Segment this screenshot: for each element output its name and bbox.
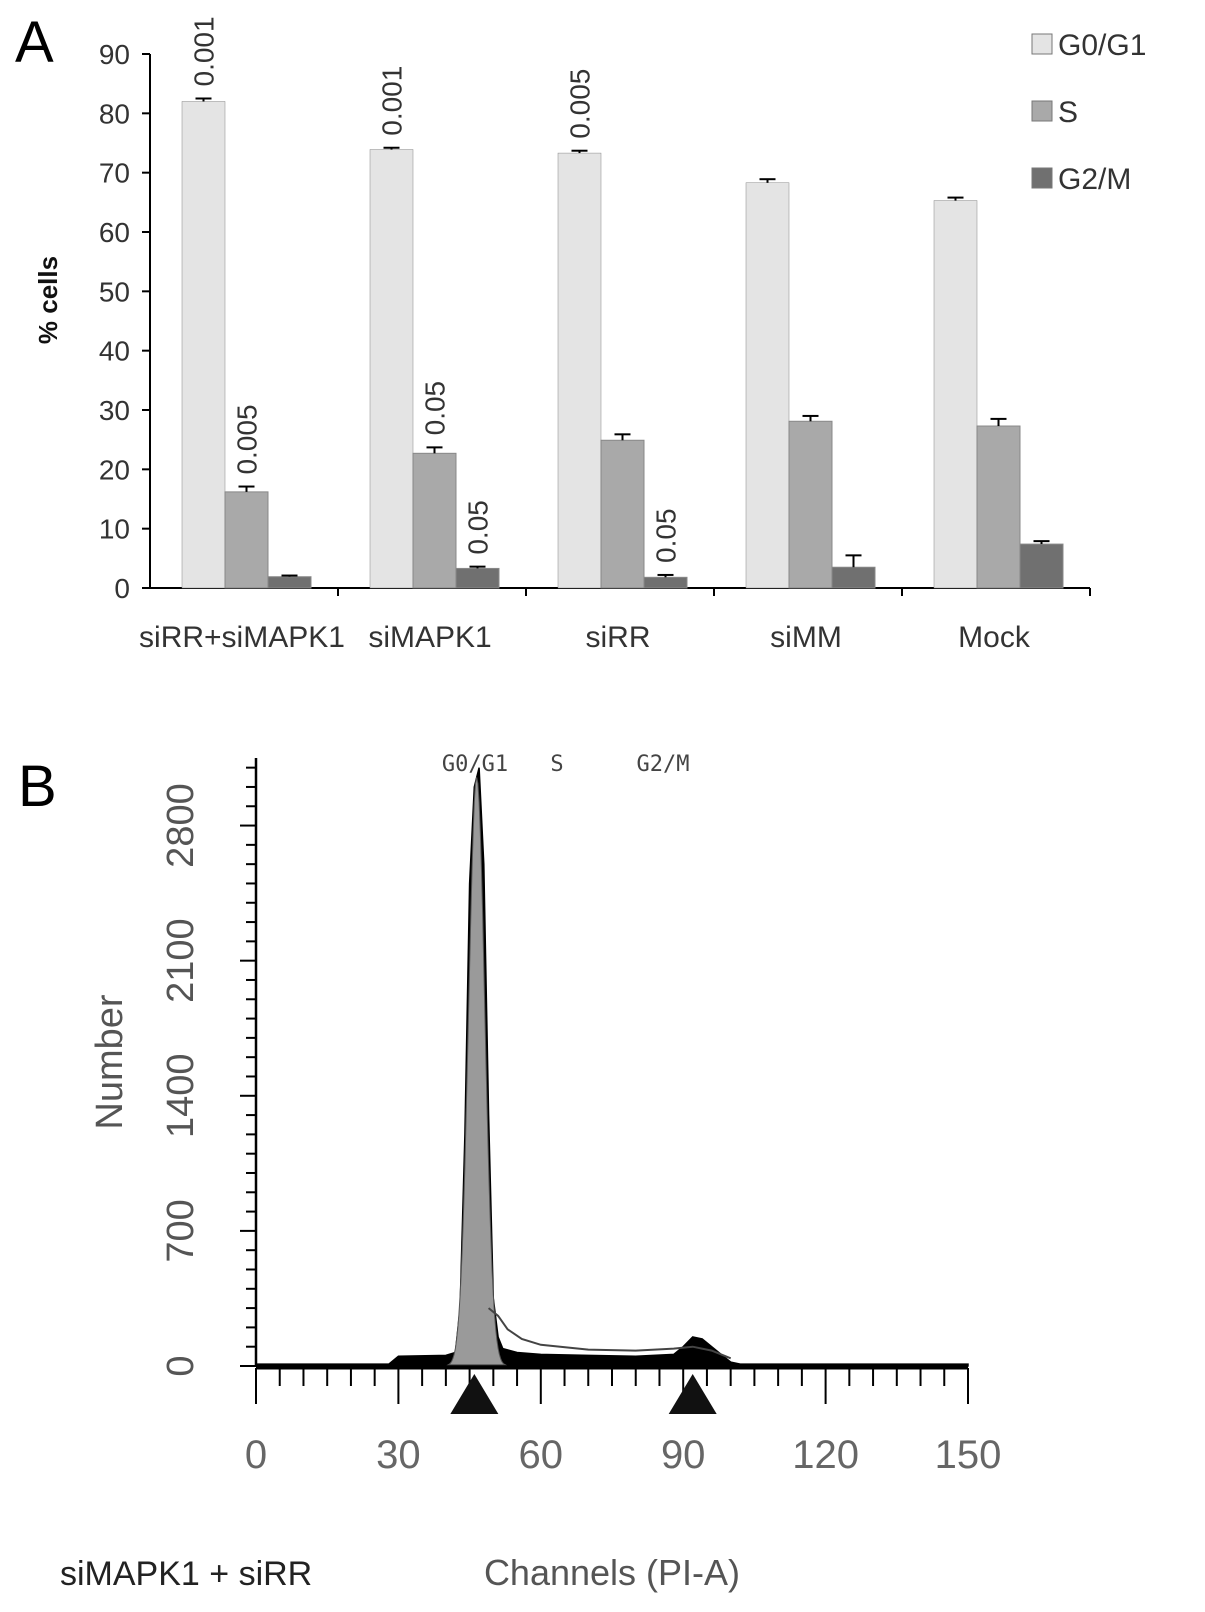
peak-marker-triangle bbox=[450, 1374, 499, 1414]
bar bbox=[224, 491, 269, 589]
bar bbox=[745, 182, 790, 589]
y-tick-label: 80 bbox=[99, 98, 130, 129]
sample-label: siMAPK1 + siRR bbox=[60, 1555, 312, 1593]
legend-label: G0/G1 bbox=[1058, 29, 1146, 62]
p-value-label: 0.005 bbox=[232, 404, 263, 474]
y-tick-label: 60 bbox=[99, 217, 130, 248]
y-tick-label: 90 bbox=[99, 39, 130, 70]
x-tick-label: siRR bbox=[586, 621, 651, 654]
panel-b: B siMAPK1 + siRR Channels (PI-A) Number … bbox=[18, 752, 1001, 1593]
p-value-label: 0.001 bbox=[377, 66, 408, 136]
legend-label: G2/M bbox=[1058, 163, 1131, 196]
y-tick-label: 50 bbox=[99, 276, 130, 307]
g0g1-fit-peak bbox=[446, 777, 508, 1366]
peak-marker-triangle bbox=[668, 1374, 717, 1414]
histogram-area bbox=[255, 767, 969, 1367]
bar bbox=[643, 576, 688, 589]
x-tick-label: 120 bbox=[792, 1433, 859, 1477]
p-value-label: 0.05 bbox=[651, 508, 682, 563]
bar bbox=[267, 576, 312, 589]
y-tick-label: 40 bbox=[99, 336, 130, 367]
y-axis-label: % cells bbox=[33, 256, 63, 344]
x-tick-label: 30 bbox=[376, 1433, 421, 1477]
legend-swatch bbox=[1031, 100, 1053, 122]
axes: 0 10 20 30 40 50 60 70 80 90 siRR+siMAPK1 siMAPK1 si… bbox=[99, 39, 1091, 654]
bar bbox=[1019, 543, 1064, 589]
y-tick-label: 700 bbox=[160, 1199, 202, 1262]
legend-swatch bbox=[1031, 33, 1053, 55]
bar bbox=[831, 566, 876, 589]
y-tick-label: 70 bbox=[99, 158, 130, 189]
bar bbox=[976, 425, 1021, 589]
p-value-label: 0.05 bbox=[420, 381, 451, 436]
p-value-label: 0.005 bbox=[565, 69, 596, 139]
y-tick-label: 1400 bbox=[160, 1054, 202, 1139]
p-value-label: 0.001 bbox=[189, 16, 220, 86]
x-tick-label: 0 bbox=[245, 1433, 267, 1477]
phase-label: G0/G1 bbox=[442, 752, 508, 777]
bar bbox=[181, 101, 226, 589]
x-axis-label: Channels (PI-A) bbox=[484, 1552, 740, 1593]
x-tick-label: siRR+siMAPK1 bbox=[139, 621, 345, 654]
y-tick-label: 20 bbox=[99, 454, 130, 485]
bar bbox=[600, 439, 645, 589]
bars: 0.001 0.001 0.005 0.005 0.05 0.05 0.05 bbox=[181, 16, 1064, 589]
x-tick-label: 150 bbox=[935, 1433, 1002, 1477]
panel-b-label: B bbox=[18, 754, 57, 819]
y-tick-label: 30 bbox=[99, 395, 130, 426]
legend-swatch bbox=[1031, 167, 1053, 189]
x-tick-label: siMAPK1 bbox=[368, 621, 491, 654]
x-tick-label: Mock bbox=[958, 621, 1031, 654]
panel-a: A % cells 0 10 20 30 40 50 60 70 80 90 siRR+siMAPK… bbox=[15, 10, 1146, 654]
bar bbox=[412, 452, 457, 589]
legend: G0/G1 S G2/M bbox=[1031, 29, 1146, 196]
histogram-plot: 0 700 1400 2100 2800 0 30 60 90 120 150 G0/G1 S G2/M bbox=[160, 752, 1001, 1477]
bar bbox=[933, 200, 978, 589]
s-phase-fit-line bbox=[487, 1307, 732, 1360]
legend-label: S bbox=[1058, 96, 1078, 129]
bar bbox=[369, 149, 414, 589]
panel-a-label: A bbox=[15, 10, 54, 75]
y-tick-label: 0 bbox=[114, 573, 130, 604]
y-tick-label: 10 bbox=[99, 514, 130, 545]
bar bbox=[788, 420, 833, 589]
y-tick-label: 0 bbox=[160, 1355, 202, 1376]
y-axis-label: Number bbox=[89, 994, 131, 1129]
phase-label: S bbox=[550, 752, 563, 777]
phase-label: G2/M bbox=[637, 752, 690, 777]
y-tick-label: 2800 bbox=[160, 783, 202, 868]
x-tick-label: siMM bbox=[770, 621, 842, 654]
x-tick-label: 60 bbox=[519, 1433, 564, 1477]
bar bbox=[557, 152, 602, 589]
bar bbox=[455, 567, 500, 589]
p-value-label: 0.05 bbox=[463, 500, 494, 555]
x-tick-label: 90 bbox=[661, 1433, 706, 1477]
y-tick-label: 2100 bbox=[160, 918, 202, 1003]
